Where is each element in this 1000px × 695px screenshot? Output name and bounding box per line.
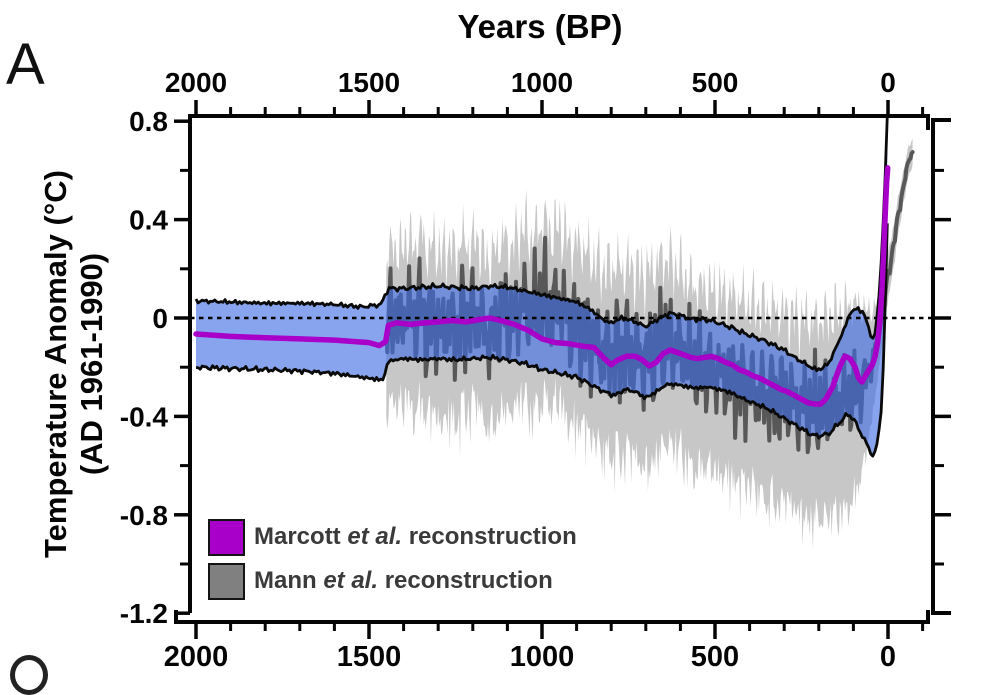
bottom-axis-tick-label: 500 (691, 641, 739, 672)
legend: Marcott et al. reconstruction Mann et al… (208, 518, 577, 600)
figure-panel-A: { "panel_label": "A", "title": "Years (B… (6, 8, 951, 695)
marcott-legend-label: Marcott et al. reconstruction (254, 523, 577, 550)
top-axis-tick-label: 500 (692, 67, 739, 98)
panel-label: A (6, 32, 45, 97)
top-axis-tick-label: 0 (880, 67, 896, 98)
left-axis-tick-label: 0.4 (129, 205, 168, 236)
marcott-band-lower-boundary (196, 223, 889, 458)
left-axis-tick-label: 0 (152, 303, 168, 334)
marcott-band-upper-boundary (194, 115, 889, 373)
mann-legend-label: Mann et al. reconstruction (254, 567, 553, 594)
marcott-uncertainty-band (196, 116, 888, 457)
temperature-anomaly-plot: 2000 2000 1500 1500 1000 1000 500 500 0 0 0.8 0.4 0 -… (120, 67, 951, 672)
marcott-line (193, 165, 891, 407)
marcott-swatch (208, 518, 245, 556)
next-panel-label-partial (10, 655, 48, 695)
bottom-axis-tick-label: 0 (880, 641, 896, 672)
bottom-axis-tick-label: 1000 (510, 641, 575, 672)
legend-row-marcott: Marcott et al. reconstruction (208, 518, 577, 556)
bottom-axis-tick-label: 1500 (337, 641, 402, 672)
left-axis-tick-label: 0.8 (129, 106, 168, 137)
left-axis-tick-label: -0.4 (120, 401, 169, 432)
left-and-top-axis (188, 114, 930, 613)
bottom-axis-tick-label: 2000 (164, 641, 229, 672)
bottom-axis (174, 610, 930, 624)
legend-row-mann: Mann et al. reconstruction (208, 562, 577, 600)
left-axis-tick-label: -1.2 (120, 598, 168, 629)
left-axis-tick-label: -0.8 (120, 500, 168, 531)
top-axis-tick-label: 2000 (165, 67, 227, 98)
chart-title: Years (BP) (457, 8, 623, 45)
top-axis-tick-label: 1500 (338, 67, 400, 98)
mann-swatch (208, 562, 245, 600)
top-axis-tick-label: 1000 (511, 67, 573, 98)
